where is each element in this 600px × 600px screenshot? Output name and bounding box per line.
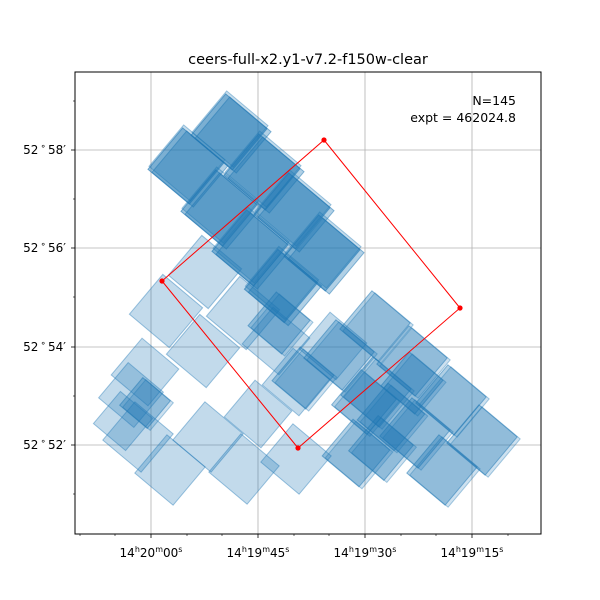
footprint-tile-0 bbox=[128, 273, 204, 349]
footprint-tile-2 bbox=[165, 313, 241, 389]
footprint-tile-36 bbox=[330, 368, 398, 436]
outline-vertex-2 bbox=[295, 445, 301, 451]
footprint-tile-62 bbox=[212, 206, 290, 284]
footprint-tile-30 bbox=[406, 434, 478, 506]
footprint-tile-11 bbox=[223, 379, 293, 449]
footprint-tile-15 bbox=[241, 306, 311, 376]
footprint-tile-33 bbox=[324, 420, 394, 490]
footprint-tile-18 bbox=[339, 290, 411, 362]
footprint-tile-55 bbox=[184, 172, 262, 250]
footprint-tile-46 bbox=[380, 351, 444, 415]
footprint-tile-4 bbox=[110, 337, 180, 407]
footprint-tile-8 bbox=[134, 434, 206, 506]
footprint-tile-58 bbox=[227, 136, 305, 214]
outline-vertex-1 bbox=[457, 305, 463, 311]
y-tick-label-0: 52 ∘ 58′ bbox=[23, 142, 66, 157]
y-tick-label-2: 52 ∘ 54′ bbox=[23, 339, 66, 354]
x-tick-label-0: 14h20m00s bbox=[120, 545, 183, 560]
footprint-tile-39 bbox=[274, 348, 338, 412]
footprint-tile-53 bbox=[191, 90, 269, 168]
footprint-tile-68 bbox=[244, 245, 320, 321]
footprint-tile-12 bbox=[260, 423, 332, 495]
footprint-tile-38 bbox=[271, 346, 335, 410]
axis-ticks bbox=[71, 100, 509, 538]
footprint-tile-61 bbox=[215, 212, 293, 290]
y-axis-tick-labels: 52 ∘ 58′ 52 ∘ 56′ 52 ∘ 54′ 52 ∘ 52′ bbox=[23, 142, 66, 452]
footprint-tile-40 bbox=[118, 376, 172, 430]
footprint-tile-19 bbox=[342, 292, 414, 364]
outline-vertex-3 bbox=[159, 278, 165, 284]
footprint-tile-64 bbox=[257, 175, 335, 253]
plot-area bbox=[74, 71, 542, 535]
footprint-tile-16 bbox=[303, 319, 375, 391]
y-tick-label-1: 52 ∘ 56′ bbox=[23, 240, 66, 255]
footprint-tile-14 bbox=[298, 311, 368, 381]
footprint-tile-34 bbox=[356, 382, 426, 452]
footprint-tile-41 bbox=[121, 378, 175, 432]
footprint-tile-56 bbox=[181, 166, 259, 244]
footprint-tile-35 bbox=[359, 384, 429, 454]
x-tick-label-1: 14h19m45s bbox=[227, 545, 290, 560]
x-tick-label-2: 14h19m30s bbox=[334, 545, 397, 560]
chart-title: ceers-full-x2.y1-v7.2-f150w-clear bbox=[188, 52, 428, 68]
footprint-tile-25 bbox=[382, 399, 454, 471]
footprint-tile-1 bbox=[167, 234, 243, 310]
footprint-tile-28 bbox=[446, 404, 518, 476]
outline-vertex-0 bbox=[321, 137, 327, 143]
footprint-tile-17 bbox=[306, 321, 378, 393]
footprint-tile-6 bbox=[92, 390, 154, 452]
footprint-tile-45 bbox=[350, 416, 418, 484]
footprint-tile-42 bbox=[247, 291, 311, 355]
exposure-footprints bbox=[92, 90, 521, 508]
footprint-tile-32 bbox=[321, 418, 391, 488]
plot-frame bbox=[74, 71, 542, 535]
footprint-tile-71 bbox=[284, 211, 362, 289]
footprint-tile-47 bbox=[383, 353, 447, 417]
footprint-tile-10 bbox=[208, 433, 280, 505]
footprint-tile-9 bbox=[172, 401, 244, 473]
field-outline bbox=[159, 137, 463, 451]
x-axis-tick-labels: 14h20m00s 14h19m45s 14h19m30s 14h19m15s bbox=[120, 545, 504, 560]
footprint-tile-7 bbox=[102, 401, 174, 473]
exposure-annotation: expt = 462024.8 bbox=[410, 110, 516, 125]
footprint-tile-29 bbox=[449, 406, 521, 478]
footprint-tile-24 bbox=[379, 397, 451, 469]
footprint-tile-27 bbox=[418, 366, 490, 438]
count-annotation: N=145 bbox=[472, 93, 516, 108]
grid-lines bbox=[75, 72, 541, 534]
footprint-tile-65 bbox=[254, 169, 332, 247]
footprint-tile-44 bbox=[347, 414, 415, 482]
footprint-tile-31 bbox=[409, 436, 481, 508]
footprint-tile-52 bbox=[194, 96, 272, 174]
footprint-tile-3 bbox=[205, 275, 281, 351]
x-tick-label-3: 14h19m15s bbox=[441, 545, 504, 560]
y-tick-label-3: 52 ∘ 52′ bbox=[23, 437, 66, 452]
footprint-tile-67 bbox=[247, 251, 323, 327]
footprint-tile-22 bbox=[376, 325, 448, 397]
footprint-tile-5 bbox=[97, 361, 165, 429]
footprint-tile-70 bbox=[287, 217, 365, 295]
footprint-tile-23 bbox=[379, 327, 451, 399]
